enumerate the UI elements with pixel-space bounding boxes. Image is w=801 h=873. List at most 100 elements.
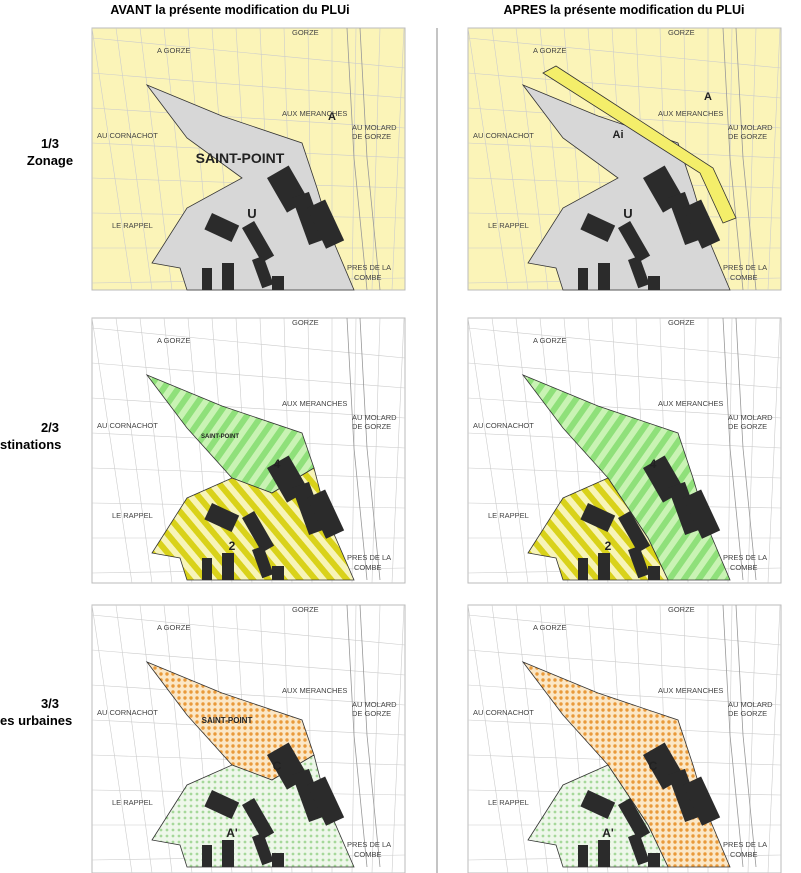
place-name: AUX MERANCHES — [282, 686, 347, 695]
building — [598, 840, 610, 867]
place-name: AUX MERANCHES — [282, 399, 347, 408]
zone-label: A' — [602, 826, 614, 840]
row-number: 2/3 — [41, 420, 59, 435]
zone-label: U — [623, 206, 632, 221]
place-name: AUX MERANCHES — [658, 686, 723, 695]
zone-label: A' — [226, 826, 238, 840]
place-name: DE GORZE — [728, 132, 767, 141]
map-panel: A GORZE GORZE AUX MERANCHES AU MOLARDDE GOR… — [92, 28, 405, 290]
place-name: LE RAPPEL — [488, 798, 529, 807]
building — [272, 566, 284, 580]
place-name: A GORZE — [533, 623, 566, 632]
zone-label: 2 — [229, 539, 236, 553]
building — [202, 268, 212, 290]
zone-label: A — [704, 91, 712, 103]
building — [222, 553, 234, 580]
place-name: PRES DE LA — [347, 263, 391, 272]
row-number: 1/3 — [41, 136, 59, 151]
place-name: DE GORZE — [728, 422, 767, 431]
building — [648, 276, 660, 290]
zone-label: Ai — [613, 129, 624, 141]
place-name: GORZE — [292, 28, 319, 37]
header-after: APRES la présente modification du PLUi — [503, 3, 744, 17]
place-name: LE RAPPEL — [488, 221, 529, 230]
place-name: A GORZE — [533, 336, 566, 345]
place-name: A GORZE — [533, 46, 566, 55]
building — [578, 268, 588, 290]
zone-label: SAINT-POINT — [202, 716, 253, 725]
place-name: AU MOLARD — [352, 123, 397, 132]
place-name: A GORZE — [157, 46, 190, 55]
zone-label: SAINT-POINT — [196, 150, 285, 166]
place-name: A GORZE — [157, 623, 190, 632]
place-name: DE GORZE — [352, 132, 391, 141]
building — [272, 276, 284, 290]
place-name: COMBE — [730, 563, 758, 572]
place-name: LE RAPPEL — [112, 798, 153, 807]
building — [202, 558, 212, 580]
place-name: AU MOLARD — [728, 123, 773, 132]
place-name: AU CORNACHOT — [473, 708, 534, 717]
building — [598, 263, 610, 290]
building — [578, 558, 588, 580]
place-name: DE GORZE — [728, 709, 767, 718]
place-name: LE RAPPEL — [112, 221, 153, 230]
place-name: AU MOLARD — [728, 700, 773, 709]
building — [222, 263, 234, 290]
place-name: AU CORNACHOT — [473, 421, 534, 430]
place-name: AU CORNACHOT — [473, 131, 534, 140]
place-name: PRES DE LA — [723, 840, 767, 849]
place-name: COMBE — [730, 273, 758, 282]
place-name: COMBE — [354, 273, 382, 282]
place-name: AUX MERANCHES — [658, 399, 723, 408]
zone-label: 4 — [274, 457, 281, 471]
building — [222, 840, 234, 867]
place-name: PRES DE LA — [723, 553, 767, 562]
row-label: es urbaines — [0, 713, 72, 728]
place-name: AU MOLARD — [352, 413, 397, 422]
place-name: AUX MERANCHES — [658, 109, 723, 118]
zone-label: 4 — [650, 457, 657, 471]
place-name: LE RAPPEL — [488, 511, 529, 520]
place-name: LE RAPPEL — [112, 511, 153, 520]
place-name: COMBE — [730, 850, 758, 859]
place-name: PRES DE LA — [347, 553, 391, 562]
place-name: DE GORZE — [352, 422, 391, 431]
zone-label: 2 — [605, 539, 612, 553]
building — [648, 853, 660, 867]
place-name: GORZE — [668, 28, 695, 37]
place-name: GORZE — [292, 605, 319, 614]
place-name: AU MOLARD — [352, 700, 397, 709]
place-name: COMBE — [354, 563, 382, 572]
place-name: COMBE — [354, 850, 382, 859]
place-name: DE GORZE — [352, 709, 391, 718]
building — [272, 853, 284, 867]
zone-label: C — [649, 759, 658, 773]
building — [202, 845, 212, 867]
building — [648, 566, 660, 580]
row-label: Zonage — [27, 153, 73, 168]
zone-label: A — [328, 111, 336, 123]
header-before: AVANT la présente modification du PLUi — [110, 3, 349, 17]
row-label: stinations — [0, 437, 61, 452]
row-number: 3/3 — [41, 696, 59, 711]
place-name: AU CORNACHOT — [97, 131, 158, 140]
place-name: PRES DE LA — [723, 263, 767, 272]
place-name: GORZE — [292, 318, 319, 327]
place-name: AU MOLARD — [728, 413, 773, 422]
building — [598, 553, 610, 580]
place-name: AU CORNACHOT — [97, 421, 158, 430]
building — [578, 845, 588, 867]
zone-label: C — [273, 759, 282, 773]
place-name: AUX MERANCHES — [282, 109, 347, 118]
place-name: AU CORNACHOT — [97, 708, 158, 717]
place-name: GORZE — [668, 605, 695, 614]
place-name: PRES DE LA — [347, 840, 391, 849]
zone-label: U — [247, 206, 256, 221]
place-name: A GORZE — [157, 336, 190, 345]
